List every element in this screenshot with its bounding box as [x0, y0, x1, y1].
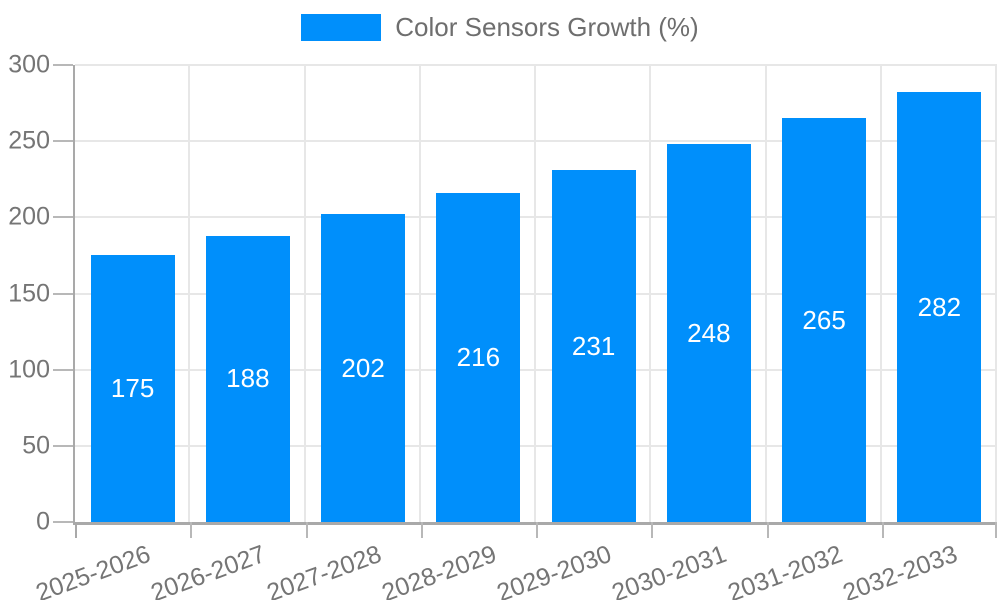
x-tick-mark [766, 522, 769, 538]
bar-value-label: 265 [802, 304, 846, 335]
gridline-horizontal [75, 140, 997, 143]
x-category-label: 2031-2032 [723, 540, 846, 600]
gridline-horizontal [75, 216, 997, 219]
bar-value-label: 202 [341, 352, 385, 383]
x-category-label: 2028-2029 [378, 540, 500, 600]
y-tick-label: 100 [8, 355, 50, 384]
bar-value-label: 175 [110, 373, 155, 404]
x-category-label: 2025-2026 [32, 540, 155, 600]
y-tick-label: 250 [8, 126, 50, 155]
x-category-label: 2032-2033 [839, 540, 961, 600]
gridline-horizontal [75, 368, 997, 371]
gridline-horizontal [75, 444, 997, 447]
y-tick-label: 200 [8, 202, 50, 231]
gridline-horizontal [75, 64, 997, 66]
y-tick-mark [53, 216, 73, 219]
x-category-label: 2026-2027 [147, 540, 270, 600]
y-tick-mark [53, 368, 73, 371]
gridline-vertical [418, 65, 421, 522]
bar: 175 [90, 255, 175, 522]
bar-value-label: 188 [226, 363, 270, 394]
x-category-label: 2027-2028 [262, 540, 385, 600]
y-tick-label: 0 [36, 507, 50, 536]
x-tick-mark [75, 522, 77, 538]
legend-item[interactable]: Color Sensors Growth (%) [301, 12, 699, 42]
bar: 188 [205, 235, 290, 522]
x-tick-mark [305, 522, 308, 538]
gridline-vertical [879, 65, 882, 522]
y-tick-label: 150 [8, 279, 50, 307]
gridline-vertical [188, 65, 191, 522]
gridline-vertical [995, 65, 997, 522]
bar-value-label: 231 [571, 330, 616, 361]
gridline-horizontal [75, 292, 997, 295]
gridline-vertical [303, 65, 306, 522]
legend-series-label: Color Sensors Growth (%) [395, 12, 699, 42]
x-tick-mark [651, 522, 654, 538]
x-tick-mark [190, 522, 193, 538]
x-category-label: 2029-2030 [493, 540, 616, 600]
bar-value-label: 248 [687, 317, 731, 348]
bar: 231 [551, 170, 636, 522]
y-axis-labels: 0 50 100 150 200 250 300 [0, 51, 50, 536]
bar: 216 [436, 192, 521, 522]
x-category-label: 2030-2031 [608, 540, 731, 600]
bar: 248 [666, 144, 751, 522]
legend: Color Sensors Growth (%) [0, 14, 1000, 41]
y-tick-mark [53, 292, 73, 295]
y-tick-label: 300 [8, 50, 50, 79]
y-tick-mark [53, 521, 73, 523]
gridline-vertical [649, 65, 652, 522]
bar: 265 [782, 118, 867, 522]
x-tick-mark [536, 522, 538, 538]
bar: 202 [321, 214, 406, 522]
x-tick-mark [881, 522, 884, 538]
bar-value-label: 282 [917, 291, 962, 322]
gridline-vertical [764, 65, 767, 522]
y-tick-mark [53, 140, 73, 143]
y-tick-mark [53, 64, 73, 66]
x-tick-mark [420, 522, 423, 538]
y-tick-label: 50 [22, 431, 50, 460]
plot-area: 175 188 202 216 231 248 265 282 2025-2026 2026-2… [32, 64, 997, 600]
y-tick-mark [53, 444, 73, 447]
bar-value-label: 216 [456, 341, 501, 372]
bar: 282 [897, 92, 982, 522]
gridline-vertical [534, 65, 536, 522]
legend-swatch [301, 14, 382, 41]
x-tick-mark [995, 522, 997, 538]
